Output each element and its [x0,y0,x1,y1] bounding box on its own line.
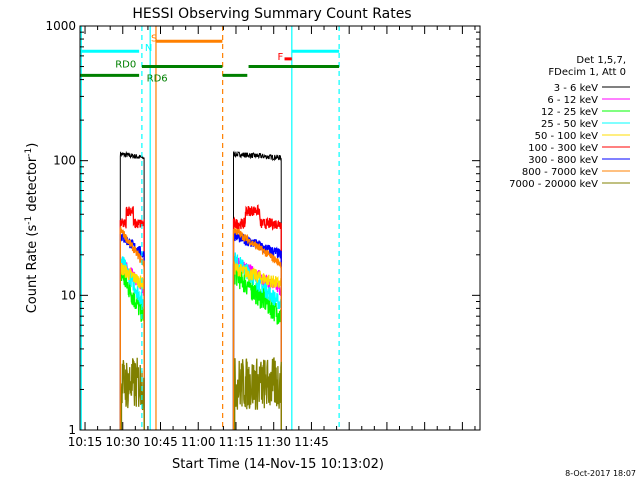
series-line [232,226,282,431]
legend-label: 300 - 800 keV [528,155,598,166]
series-line [119,226,145,431]
footer-date: 8-Oct-2017 18:07 [565,469,636,478]
series-line [119,150,145,431]
legend-label: 50 - 100 keV [535,131,599,142]
flag-label: N [145,43,152,54]
y-tick-label: 1000 [45,19,76,33]
x-tick-label: 11:15 [219,435,254,449]
series-line [232,261,282,431]
x-tick-label: 11:30 [256,435,291,449]
flag-label: RD6 [147,73,168,84]
series-line [120,357,145,431]
y-tick-label: 10 [61,288,76,302]
legend-label: 12 - 25 keV [541,107,598,118]
y-tick-label: 1 [68,423,76,437]
series-line [232,204,282,431]
legend-header: Det 1,5,7, [576,55,626,66]
flag-label: S [151,34,157,45]
flag-label: F [277,52,283,63]
legend-label: 3 - 6 keV [554,83,598,94]
x-axis-label: Start Time (14-Nov-15 10:13:02) [172,457,384,472]
legend-label: 6 - 12 keV [547,95,598,106]
y-tick-label: 100 [53,154,76,168]
flag-label: RD0 [115,60,136,71]
x-tick-label: 11:45 [294,435,329,449]
series-line [233,150,282,431]
legend-label: 100 - 300 keV [528,143,598,154]
y-axis-label: Count Rate (s-1 detector-1) [24,143,40,314]
x-tick-label: 10:45 [143,435,178,449]
series-line [232,252,282,431]
series-line [119,263,145,431]
plot-frame [79,25,481,431]
series-line [234,357,282,431]
legend-header: FDecim 1, Att 0 [548,67,626,78]
legend-label: 7000 - 20000 keV [509,179,598,190]
x-tick-label: 10:15 [68,435,103,449]
legend-label: 25 - 50 keV [541,119,598,130]
legend-label: 800 - 7000 keV [522,167,598,178]
series-line [119,262,145,431]
series-line [232,261,282,431]
series-line [119,251,145,431]
series-line [119,232,145,431]
chart-title: HESSI Observing Summary Count Rates [132,6,411,22]
x-tick-label: 10:30 [105,435,140,449]
series-line [119,206,145,431]
x-tick-label: 11:00 [181,435,216,449]
